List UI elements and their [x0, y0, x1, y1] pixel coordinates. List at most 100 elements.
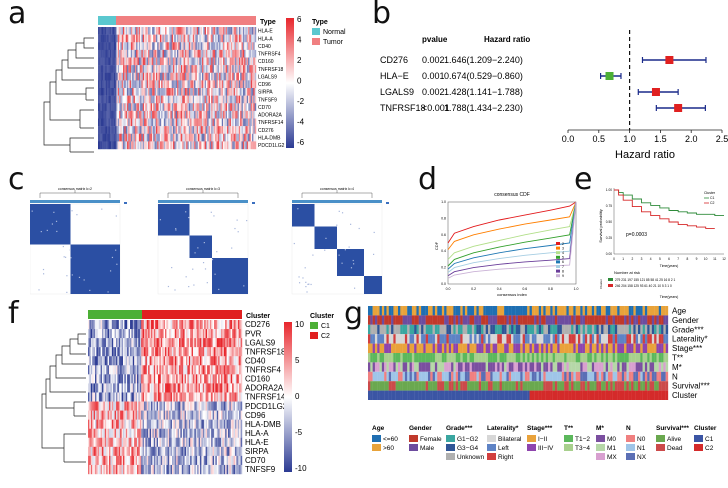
heatmap-cell [223, 95, 225, 104]
heatmap-cell [246, 42, 249, 51]
heatmap-cell [190, 34, 192, 43]
heatmap-cell [186, 34, 188, 43]
clinical-cell [644, 334, 648, 344]
heatmap-cell [216, 110, 219, 119]
type-legend-normal-swatch [312, 28, 320, 35]
heatmap-cell [232, 27, 234, 35]
heatmap-cell [93, 419, 96, 429]
clinical-cell [384, 343, 387, 353]
heatmap-cell [119, 72, 121, 81]
heatmap-cell [216, 103, 219, 112]
clinical-cell [617, 334, 620, 344]
heatmap-cell [229, 42, 232, 51]
clinical-cell [453, 343, 456, 353]
heatmap-cell [115, 80, 117, 89]
clinical-cell [529, 324, 532, 335]
heatmap-cell [214, 455, 216, 466]
heatmap-cell [221, 464, 223, 475]
clinical-cell [647, 334, 650, 344]
heatmap-cell [193, 374, 195, 384]
heatmap-cell [223, 110, 225, 119]
heatmap-cell [171, 80, 174, 89]
heatmap-cell [166, 80, 168, 89]
heatmap-cell [93, 392, 96, 402]
heatmap-cell [90, 401, 93, 411]
heatmap-cell [162, 392, 164, 402]
heatmap-cell [186, 133, 188, 142]
heatmap-cell [139, 374, 142, 384]
heatmap-cell [150, 42, 153, 51]
clinical-cell [494, 362, 498, 372]
heatmap-cell [120, 446, 122, 457]
heatmap-cell [249, 118, 251, 127]
clinical-cell [386, 343, 389, 353]
heatmap-cell [252, 72, 254, 81]
heatmap-cell [188, 34, 191, 43]
heatmap-cell [126, 72, 129, 81]
heatmap-cell [155, 118, 158, 127]
heatmap-cell [138, 320, 140, 330]
heatmap-cell [216, 42, 219, 51]
heatmap-cell [184, 410, 187, 420]
clinical-cell [455, 334, 459, 344]
heatmap-cell [196, 126, 199, 134]
heatmap-cell [170, 88, 172, 96]
heatmap-cell [225, 365, 227, 375]
clinical-cell [460, 343, 463, 353]
consensus-noise-cell [353, 263, 355, 265]
heatmap-cell [103, 410, 105, 420]
heatmap-cell [214, 446, 216, 457]
heatmap-cell [175, 57, 178, 66]
heatmap-cell [115, 95, 117, 104]
heatmap-cell [212, 27, 215, 35]
heatmap-cell [101, 34, 104, 43]
heatmap-cell [244, 57, 246, 66]
clinical-cell [414, 306, 417, 316]
clinical-cell [633, 343, 636, 353]
heatmap-cell [99, 419, 101, 429]
heatmap-cell [212, 118, 215, 127]
heatmap-cell [166, 365, 168, 375]
heatmap-cell [148, 338, 150, 348]
clinical-cell [464, 362, 468, 372]
heatmap-cell [198, 374, 201, 384]
heatmap-f-colorbar [284, 322, 292, 472]
heatmap-cell [120, 365, 122, 375]
heatmap-cell [160, 338, 163, 348]
heatmap-cell [188, 95, 191, 104]
heatmap-cell [192, 133, 195, 142]
clinical-cell [416, 334, 419, 344]
clinical-cell [649, 324, 652, 335]
heatmap-cell [159, 464, 161, 475]
heatmap-cell [232, 428, 234, 438]
heatmap-cell [200, 365, 202, 375]
clinical-cell [488, 353, 491, 363]
heatmap-cell [159, 27, 162, 35]
heatmap-cell [156, 329, 159, 339]
heatmap-cell [193, 338, 195, 348]
heatmap-cell [224, 80, 226, 89]
clinical-cell [448, 324, 452, 335]
heatmap-cell [158, 392, 160, 402]
heatmap-cell [226, 464, 229, 475]
clinical-cell [644, 315, 648, 325]
heatmap-cell [117, 80, 120, 89]
heatmap-cell [209, 103, 212, 112]
heatmap-cell [146, 437, 149, 448]
heatmap-cell [199, 34, 201, 43]
heatmap-cell [131, 374, 133, 384]
heatmap-cell [140, 34, 142, 43]
heatmap-cell [219, 383, 222, 393]
heatmap-cell [146, 42, 149, 51]
clinical-cell [587, 353, 590, 363]
clinical-cell [663, 315, 666, 325]
clinical-cell [571, 324, 574, 335]
heatmap-cell [208, 95, 211, 104]
heatmap-cell [165, 103, 167, 112]
clinical-cell [469, 343, 472, 353]
heatmap-cell [180, 419, 182, 429]
heatmap-cell [98, 34, 100, 43]
heatmap-cell [92, 338, 94, 348]
clinical-cell [658, 324, 662, 335]
heatmap-cell [190, 374, 192, 384]
